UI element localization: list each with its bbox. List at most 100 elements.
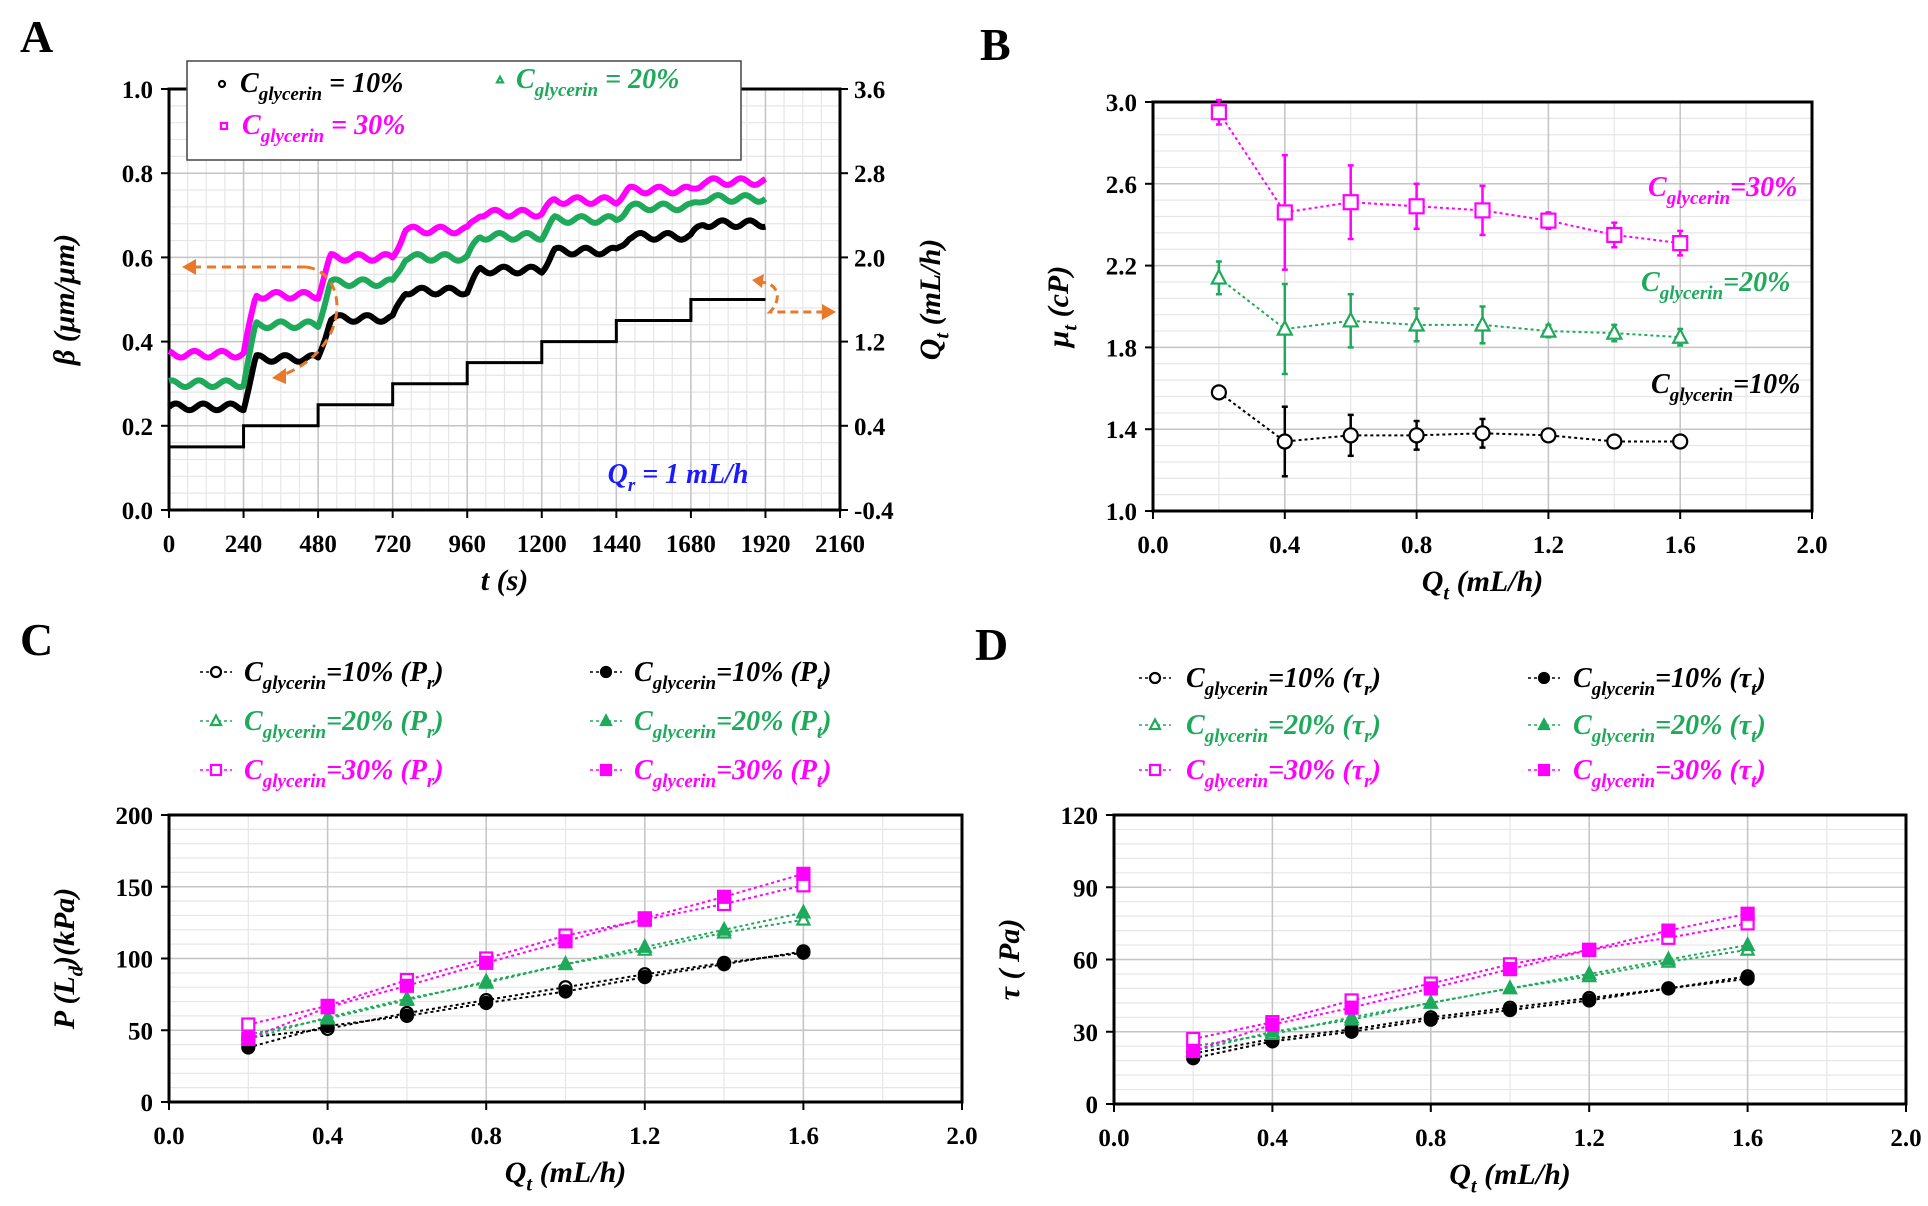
arrowhead-left-icon bbox=[182, 259, 196, 275]
subscript: glycerin bbox=[1666, 188, 1730, 209]
qt-step-line bbox=[169, 298, 766, 449]
circle-marker bbox=[399, 1008, 414, 1024]
text-part: =20% (P bbox=[326, 706, 428, 737]
text-part: C bbox=[244, 657, 263, 688]
x-tick-label: 1920 bbox=[740, 531, 790, 558]
text-part: C bbox=[1573, 710, 1592, 741]
subscript: glycerin bbox=[652, 771, 716, 792]
subscript: t bbox=[817, 673, 823, 694]
text-part: ) bbox=[1753, 663, 1765, 694]
square-marker bbox=[1408, 198, 1425, 215]
text-part: =10% bbox=[1733, 369, 1800, 400]
legend-entry: Cglycerin=30% (τr) bbox=[1186, 755, 1381, 792]
series-line bbox=[1193, 948, 1748, 1048]
subscript: t bbox=[1471, 1175, 1478, 1197]
x-axis-label: Qt (mL/h) bbox=[1422, 565, 1544, 604]
x-tick-label: 0.8 bbox=[1415, 1125, 1446, 1152]
circle-marker bbox=[716, 957, 732, 972]
text-part: B bbox=[980, 19, 1011, 70]
square-marker bbox=[599, 763, 613, 777]
triangle-marker bbox=[1341, 310, 1360, 328]
triangle-marker bbox=[795, 910, 812, 926]
legend-entry: Cglycerin = 20% bbox=[516, 64, 679, 101]
y-tick-label: 60 bbox=[1073, 948, 1098, 975]
subscript: t bbox=[931, 332, 953, 339]
legend: Cglycerin = 10% Cglycerin = 20%Cglycerin … bbox=[186, 60, 742, 161]
circle-marker bbox=[1672, 433, 1689, 450]
x-tick-label: 0.0 bbox=[1137, 532, 1168, 559]
left-axis-arrow bbox=[192, 265, 339, 378]
square-marker bbox=[479, 955, 494, 970]
y-tick-label: 0.4 bbox=[122, 330, 154, 357]
circle-marker bbox=[1537, 671, 1551, 685]
series-1 bbox=[1210, 260, 1690, 376]
y-tick-label: 0.2 bbox=[122, 414, 153, 441]
x-tick-label: 240 bbox=[225, 531, 263, 558]
square-marker bbox=[1740, 906, 1755, 921]
text-part: C bbox=[244, 755, 263, 786]
y-tick-label: 1.0 bbox=[1106, 499, 1137, 526]
square-marker bbox=[558, 934, 573, 949]
x-tick-label: 1.2 bbox=[1574, 1125, 1605, 1152]
text-part: C bbox=[1573, 663, 1592, 694]
triangle-marker bbox=[1210, 267, 1228, 285]
circle-marker bbox=[1661, 981, 1676, 996]
text-part: (mL/h) bbox=[1449, 565, 1543, 598]
x-tick-label: 0.0 bbox=[153, 1123, 184, 1150]
triangle-marker bbox=[1148, 717, 1162, 731]
square-marker bbox=[1148, 763, 1162, 777]
text-part: C bbox=[634, 706, 653, 737]
subscript: t bbox=[1059, 324, 1081, 331]
circle-marker bbox=[209, 665, 223, 679]
panel-letter: D bbox=[975, 619, 1008, 670]
text-part: C bbox=[1186, 710, 1205, 741]
x-tick-label: 480 bbox=[299, 531, 337, 558]
y2-tick-label: -0.4 bbox=[854, 498, 894, 525]
x-tick-label: 1.6 bbox=[1665, 532, 1696, 559]
legend-box bbox=[186, 60, 742, 161]
square-marker bbox=[796, 878, 811, 893]
legend-entry: Cglycerin=20% (Pr) bbox=[244, 706, 444, 743]
subscript: glycerin bbox=[260, 126, 324, 147]
square-marker bbox=[1474, 202, 1491, 219]
triangle-marker bbox=[1671, 327, 1690, 344]
text-part: ) bbox=[819, 657, 831, 688]
circle-marker bbox=[1606, 433, 1623, 450]
subscript: r bbox=[628, 475, 636, 496]
circle-marker bbox=[1210, 384, 1228, 401]
text-part: Q bbox=[1422, 565, 1444, 598]
square-marker bbox=[1502, 962, 1518, 977]
legend-entry: Cglycerin=10% (Pr) bbox=[244, 657, 444, 694]
text-part: C bbox=[1641, 267, 1660, 298]
text-part: C bbox=[634, 657, 653, 688]
x-tick-label: 1.6 bbox=[1732, 1125, 1763, 1152]
text-part: =20% bbox=[1723, 267, 1790, 298]
circle-marker bbox=[1148, 671, 1162, 685]
series-line bbox=[1218, 391, 1681, 443]
y-tick-label: 0 bbox=[1086, 1092, 1099, 1119]
text-part: =10% (τ bbox=[1268, 663, 1366, 694]
series-1 bbox=[241, 944, 811, 1055]
text-part: μ bbox=[1042, 331, 1075, 350]
triangle-marker bbox=[795, 903, 812, 919]
y-tick-label: 2.2 bbox=[1106, 254, 1137, 281]
square-marker bbox=[1606, 226, 1623, 244]
x-tick-label: 2160 bbox=[815, 531, 865, 558]
triangle-marker bbox=[636, 938, 653, 953]
triangle-marker bbox=[1539, 320, 1558, 338]
legend-entry: Cglycerin=20% (τr) bbox=[1186, 710, 1381, 747]
square-marker bbox=[1342, 194, 1359, 211]
y-tick-label: 50 bbox=[128, 1018, 153, 1045]
text-part: ) bbox=[1369, 663, 1381, 694]
triangle-marker bbox=[478, 973, 495, 989]
circle-marker bbox=[637, 970, 652, 985]
subscript: t bbox=[526, 1173, 533, 1195]
text-part: =30% (P bbox=[716, 755, 818, 786]
text-part: = 1 mL/h bbox=[635, 459, 748, 490]
series-annotation: Cglycerin=30% bbox=[1648, 172, 1797, 209]
series-line bbox=[1192, 944, 1748, 1052]
legend-entry: Cglycerin=10% (Pt) bbox=[634, 657, 831, 694]
text-part: ) bbox=[1753, 710, 1765, 741]
y-tick-label: 0.6 bbox=[122, 245, 153, 272]
